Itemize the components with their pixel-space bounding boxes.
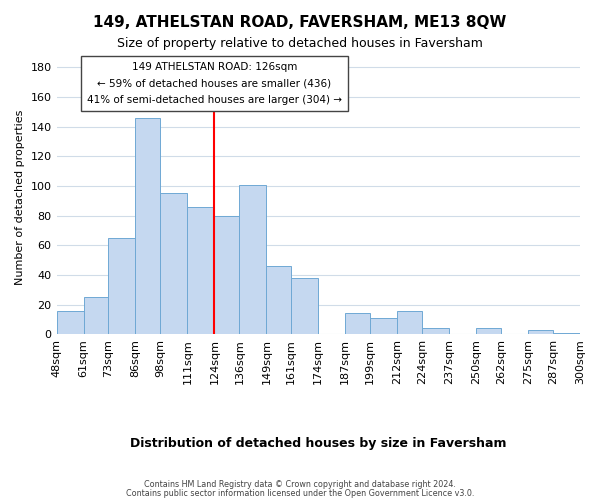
Bar [136, 118, 160, 334]
Bar [56, 310, 83, 334]
Bar [266, 266, 291, 334]
Text: 149 ATHELSTAN ROAD: 126sqm
← 59% of detached houses are smaller (436)
41% of sem: 149 ATHELSTAN ROAD: 126sqm ← 59% of deta… [87, 62, 342, 105]
Bar [553, 333, 580, 334]
X-axis label: Distribution of detached houses by size in Faversham: Distribution of detached houses by size … [130, 437, 506, 450]
Bar [187, 207, 214, 334]
Bar [370, 318, 397, 334]
Y-axis label: Number of detached properties: Number of detached properties [15, 110, 25, 285]
Bar [239, 184, 266, 334]
Text: Size of property relative to detached houses in Faversham: Size of property relative to detached ho… [117, 38, 483, 51]
Bar [160, 194, 187, 334]
Bar [83, 297, 109, 334]
Bar [345, 314, 370, 334]
Text: Contains HM Land Registry data © Crown copyright and database right 2024.: Contains HM Land Registry data © Crown c… [144, 480, 456, 489]
Bar [109, 238, 136, 334]
Text: Contains public sector information licensed under the Open Government Licence v3: Contains public sector information licen… [126, 488, 474, 498]
Bar [422, 328, 449, 334]
Bar [214, 216, 239, 334]
Text: 149, ATHELSTAN ROAD, FAVERSHAM, ME13 8QW: 149, ATHELSTAN ROAD, FAVERSHAM, ME13 8QW [94, 15, 506, 30]
Bar [291, 278, 318, 334]
Bar [528, 330, 553, 334]
Bar [476, 328, 501, 334]
Bar [397, 310, 422, 334]
